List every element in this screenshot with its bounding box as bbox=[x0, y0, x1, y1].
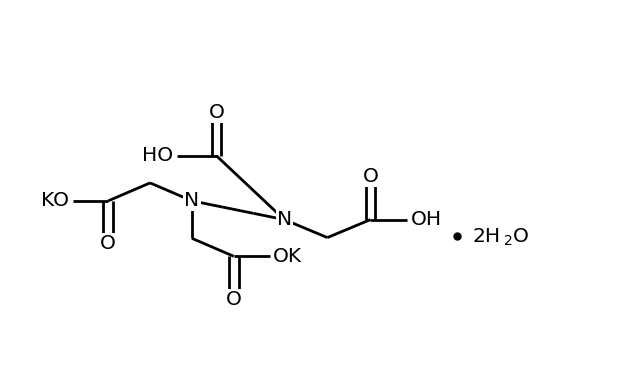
Text: HO: HO bbox=[142, 146, 173, 165]
Text: OH: OH bbox=[411, 210, 442, 229]
Text: O: O bbox=[226, 290, 241, 309]
Text: N: N bbox=[184, 192, 200, 210]
Text: OK: OK bbox=[273, 247, 302, 266]
Text: O: O bbox=[514, 227, 529, 246]
Text: 2H: 2H bbox=[472, 227, 500, 246]
Text: 2: 2 bbox=[504, 234, 513, 248]
Text: O: O bbox=[363, 167, 378, 186]
Text: O: O bbox=[208, 103, 225, 122]
Text: O: O bbox=[100, 234, 116, 254]
Text: N: N bbox=[276, 210, 292, 229]
Text: KO: KO bbox=[41, 192, 69, 210]
